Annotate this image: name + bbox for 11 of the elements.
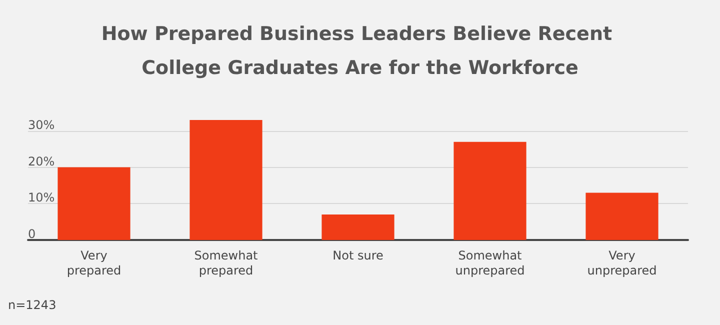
x-tick-label: Somewhat unprepared xyxy=(455,248,525,278)
y-tick-label: 20% xyxy=(28,154,55,168)
x-tick-label: Very unprepared xyxy=(587,248,657,278)
text: n=1243 xyxy=(8,298,56,312)
x-tick-label: Very prepared xyxy=(66,248,122,278)
y-tick-label: 0 xyxy=(28,227,36,241)
x-tick-label: Not sure xyxy=(332,248,384,262)
y-tick-label: 30% xyxy=(28,118,55,132)
x-tick-label: Somewhat prepared xyxy=(194,248,258,278)
y-tick-label: 10% xyxy=(28,190,55,205)
chart-title: How Prepared Business Leaders Believe Recent College Graduates Are for the Workforce xyxy=(101,23,619,79)
